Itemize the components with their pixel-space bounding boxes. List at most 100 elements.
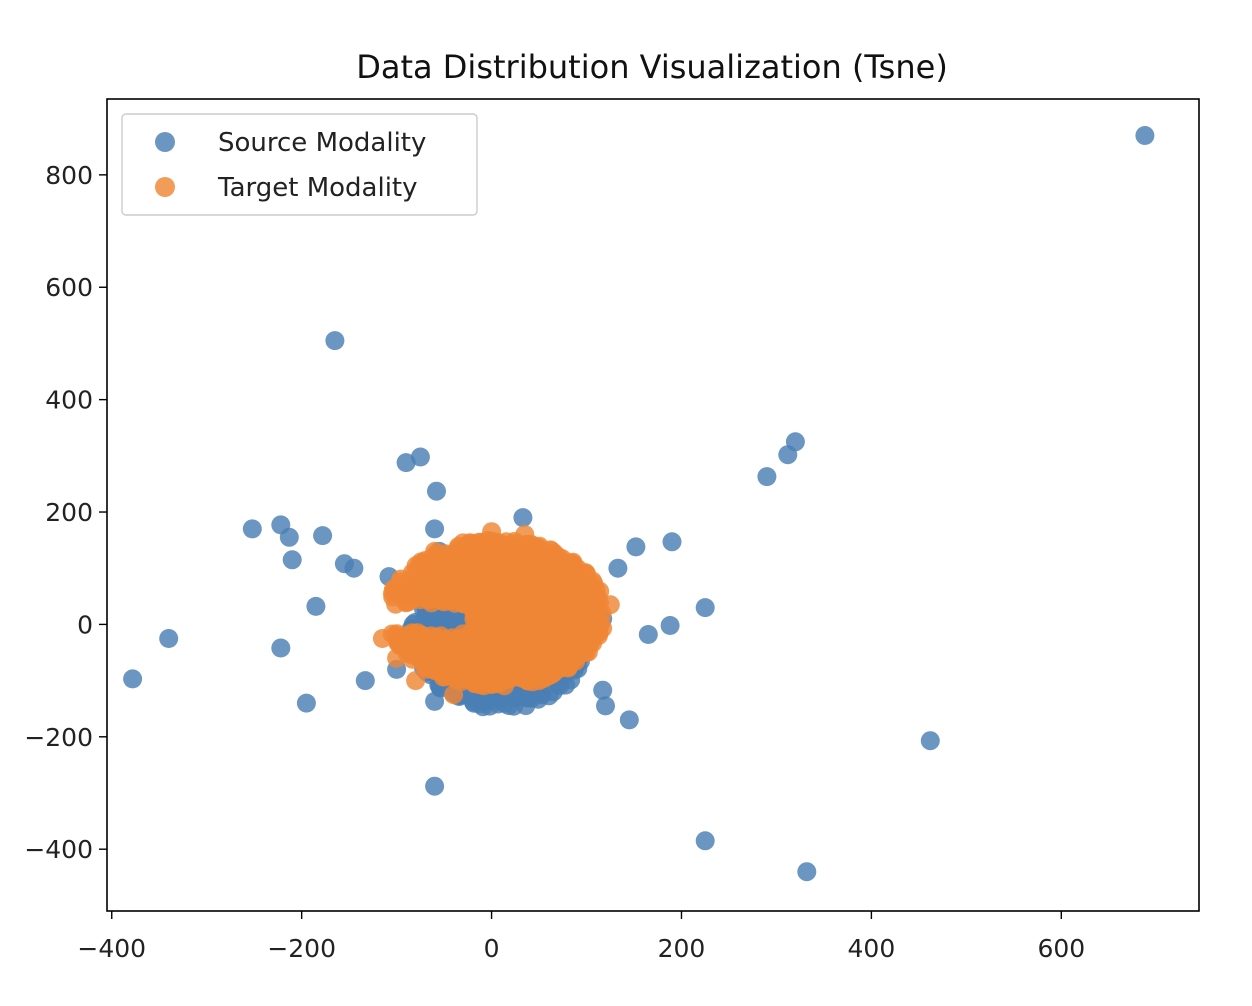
target-point [474,676,494,696]
x-tick-label: 600 [1037,934,1085,963]
target-point [515,525,535,544]
target-point [513,586,533,606]
source-point [279,527,299,547]
source-point [425,776,445,796]
source-point [660,616,680,635]
source-point [296,693,316,713]
target-point [396,581,416,601]
source-point [1135,126,1155,145]
legend: Source Modality Target Modality [121,113,478,216]
target-point [529,671,549,691]
target-point [453,533,473,553]
legend-marker-target [155,177,175,197]
x-tick-label: −200 [267,934,336,963]
target-point [537,601,557,621]
target-point [482,657,502,677]
plot-points [123,126,1155,882]
source-point [396,453,416,473]
target-point [478,640,498,660]
y-tick-label: 600 [45,273,93,302]
target-point [419,561,439,581]
target-point [452,590,472,610]
source-point [920,731,940,751]
source-point [619,710,639,730]
target-point [437,638,457,658]
source-point [757,467,777,487]
target-point [526,642,546,662]
source-point [425,519,445,539]
target-point [554,584,574,604]
legend-label-target: Target Modality [217,173,418,203]
y-tick-label: 0 [77,610,93,639]
target-point [539,547,558,567]
target-point [464,609,484,629]
series-target [372,522,620,705]
source-point [543,682,563,702]
source-point [355,671,375,691]
y-axis-ticks: −400 −200 0 200 400 600 800 [24,161,107,864]
target-point [463,637,483,657]
source-point [425,691,445,711]
target-point [387,648,407,668]
target-point [550,649,570,669]
x-axis-ticks: −400 −200 0 200 400 600 [77,911,1085,963]
source-point [415,609,435,629]
target-point [520,611,540,631]
target-point [506,612,526,632]
target-point [413,626,433,646]
target-point [492,577,512,597]
source-point [626,537,646,557]
legend-marker-source [155,132,175,152]
y-tick-label: 400 [45,386,93,415]
target-point [562,634,582,654]
x-tick-label: 0 [484,934,500,963]
chart-title: Data Distribution Visualization (Tsne) [356,48,948,86]
legend-box [121,113,478,216]
target-point [372,629,392,648]
source-point [797,862,817,882]
x-tick-label: −400 [77,934,146,963]
source-point [313,526,333,546]
x-tick-label: 200 [658,934,706,963]
source-point [344,558,364,578]
source-point [306,596,326,616]
target-point [480,546,500,566]
legend-label-source: Source Modality [218,128,426,158]
source-point [608,558,628,578]
source-point [596,696,615,716]
plot-frame [106,98,1200,912]
source-point [282,550,302,570]
target-point [600,595,620,615]
source-point [271,638,291,658]
target-point [444,685,464,705]
y-tick-label: −400 [24,835,93,864]
source-point [695,831,715,851]
source-point [123,669,143,689]
y-tick-label: 800 [45,161,93,190]
target-point [406,671,426,691]
target-point [508,630,528,650]
x-tick-label: 400 [848,934,896,963]
source-point [778,445,798,465]
source-point [242,519,262,539]
target-point [416,587,436,607]
target-point [586,598,606,618]
target-point [568,572,588,592]
source-point [325,331,345,351]
target-point [529,627,549,647]
y-tick-label: 200 [45,498,93,527]
target-point [583,571,602,591]
target-point [510,652,530,672]
source-point [638,625,658,644]
target-point [482,522,502,542]
source-point [427,481,446,501]
target-point [456,669,476,689]
source-point [662,532,682,552]
source-point [695,598,715,618]
source-point [410,447,430,467]
target-point [517,563,537,583]
source-point [593,680,613,700]
source-point [513,508,533,528]
series-source [123,126,1155,882]
